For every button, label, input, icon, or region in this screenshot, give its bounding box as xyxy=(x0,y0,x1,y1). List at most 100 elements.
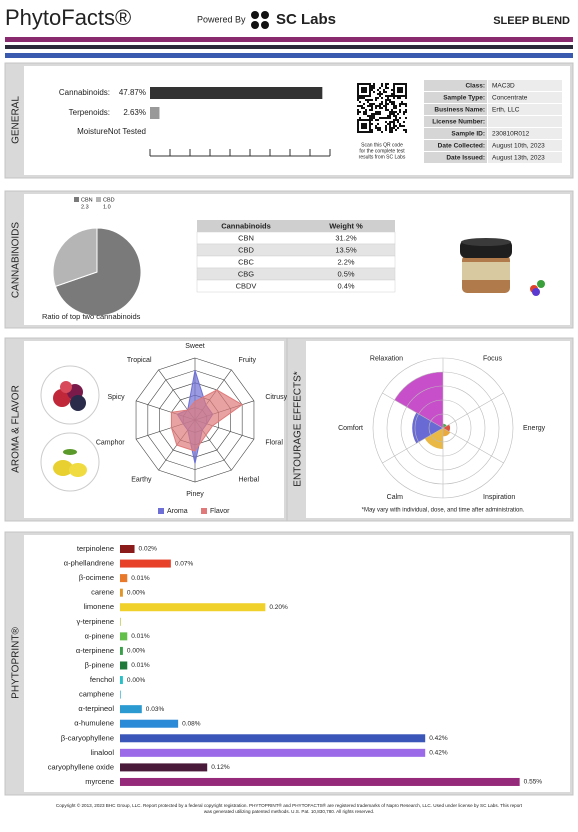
value-label: 0.00% xyxy=(127,677,146,684)
qr-module xyxy=(365,91,367,93)
qr-module xyxy=(369,109,371,111)
qr-module xyxy=(361,123,363,125)
polar-sector xyxy=(394,372,443,428)
qr-module xyxy=(371,123,373,125)
value-label: 0.00% xyxy=(127,589,146,596)
qr-module xyxy=(391,89,393,91)
powered-by: Powered By xyxy=(197,14,246,24)
qr-module xyxy=(357,99,359,101)
qr-module xyxy=(393,113,395,115)
qr-module xyxy=(367,95,369,97)
qr-module xyxy=(375,125,377,127)
qr-module xyxy=(393,119,395,121)
qr-module xyxy=(395,105,397,107)
qr-module xyxy=(369,127,371,129)
section-label: AROMA & FLAVOR xyxy=(11,385,22,473)
qr-module xyxy=(367,119,369,121)
qr-module xyxy=(403,111,405,113)
info-value: Concentrate xyxy=(492,95,528,102)
qr-module xyxy=(379,93,381,95)
qr-module xyxy=(375,107,377,109)
qr-module xyxy=(395,115,397,117)
product-image xyxy=(460,238,512,293)
effects-icon xyxy=(530,280,545,296)
qr-module xyxy=(359,131,361,133)
qr-module xyxy=(395,129,397,131)
bar xyxy=(120,617,121,626)
qr-module xyxy=(357,97,359,99)
qr-module xyxy=(361,83,363,85)
qr-module xyxy=(405,103,407,105)
bar xyxy=(120,646,123,655)
product-name: SLEEP BLEND xyxy=(493,15,570,27)
bar-label: Terpenoids: xyxy=(69,108,110,117)
qr-module xyxy=(359,117,361,119)
bar xyxy=(120,734,426,743)
polar-sector xyxy=(443,423,447,428)
qr-module xyxy=(385,85,387,87)
info-label-cell xyxy=(424,80,487,91)
qr-module xyxy=(369,91,371,93)
qr-module xyxy=(375,99,377,101)
qr-module xyxy=(369,93,371,95)
qr-module xyxy=(397,83,399,85)
radar-area xyxy=(170,389,244,452)
bar-label: α-terpinene xyxy=(76,646,114,655)
qr-module xyxy=(359,105,361,107)
qr-module xyxy=(357,111,359,113)
qr-module xyxy=(389,113,391,115)
qr-module xyxy=(367,131,369,133)
qr-module xyxy=(369,129,371,131)
qr-module xyxy=(377,113,379,115)
qr-module xyxy=(399,125,401,127)
qr-module xyxy=(397,121,399,123)
qr-module xyxy=(357,93,359,95)
qr-caption: Scan this QR code xyxy=(361,142,403,148)
value-label: 0.20% xyxy=(269,604,288,611)
qr-module xyxy=(381,83,383,85)
legend-swatch xyxy=(158,508,164,514)
legend-label: Flavor xyxy=(210,508,230,515)
qr-module xyxy=(383,105,385,107)
qr-module xyxy=(401,89,403,91)
qr-module xyxy=(389,125,391,127)
info-value: MAC3D xyxy=(492,83,515,90)
qr-module xyxy=(393,111,395,113)
polar-sector xyxy=(412,412,443,444)
qr-module xyxy=(365,89,367,91)
qr-module xyxy=(389,129,391,131)
qr-module xyxy=(389,111,391,113)
effect-label: Relaxation xyxy=(370,356,403,363)
moisture-label: Moisture: xyxy=(77,127,110,136)
qr-module xyxy=(369,117,371,119)
qr-module xyxy=(361,95,363,97)
qr-module xyxy=(391,109,393,111)
qr-module xyxy=(393,89,395,91)
qr-module xyxy=(379,113,381,115)
table-cell: 0.5% xyxy=(337,269,354,278)
qr-module xyxy=(379,129,381,131)
qr-module xyxy=(391,101,393,103)
info-value-cell xyxy=(488,80,562,91)
qr-module xyxy=(391,93,393,95)
qr-module xyxy=(385,103,387,105)
qr-module xyxy=(365,119,367,121)
bar xyxy=(120,559,171,568)
qr-module xyxy=(363,125,365,127)
qr-module xyxy=(401,101,403,103)
qr-module xyxy=(399,83,401,85)
table-cell: CBG xyxy=(238,269,254,278)
qr-module xyxy=(391,121,393,123)
lab-logo-icon xyxy=(251,11,269,29)
info-label-cell xyxy=(424,92,487,103)
qr-module xyxy=(379,105,381,107)
stripe xyxy=(5,45,573,49)
qr-module xyxy=(387,109,389,111)
info-value: Erth, LLC xyxy=(492,107,520,114)
qr-module xyxy=(389,117,391,119)
qr-module xyxy=(361,131,363,133)
qr-module xyxy=(405,131,407,133)
value-label: 0.00% xyxy=(127,648,146,655)
qr-module xyxy=(375,127,377,129)
section-label: GENERAL xyxy=(11,96,22,144)
